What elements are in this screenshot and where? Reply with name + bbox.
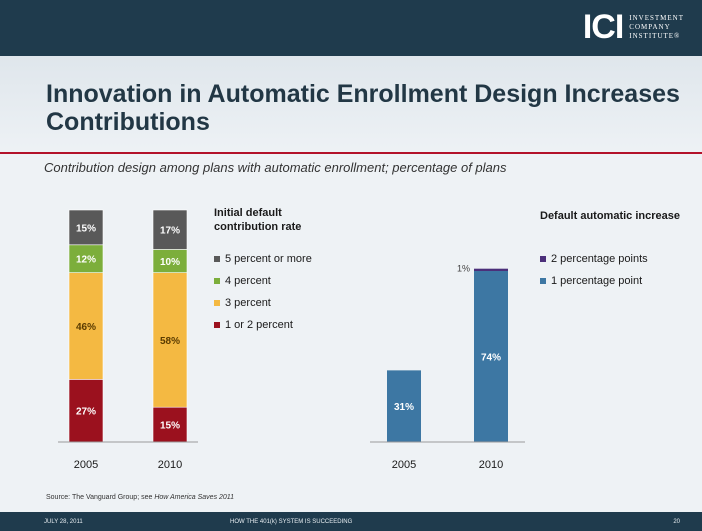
data-label-1-or-2-percent-2010: 15%: [160, 421, 180, 432]
legend-contribution-rate: 5 percent or more 4 percent 3 percent 1 …: [214, 248, 312, 336]
legend-item-2-points: 2 percentage points: [540, 248, 648, 270]
source-prefix: Source: The Vanguard Group; see: [46, 494, 155, 501]
bar-segment-1-percentage-point-2005: [387, 370, 421, 442]
data-label-3-percent-2005: 46%: [76, 322, 96, 333]
data-label-5-percent-or-more-2005: 15%: [76, 223, 96, 234]
legend-swatch-3-percent: [214, 300, 220, 306]
footer-date: JULY 28, 2011: [44, 519, 83, 525]
bar-segment-2-percentage-points-2010: [474, 268, 508, 271]
title-band: [0, 56, 702, 156]
page-number: 20: [673, 519, 680, 525]
data-label-2-percentage-points-2010: 1%: [457, 264, 470, 274]
legend-label-1-or-2-percent: 1 or 2 percent: [225, 319, 293, 331]
source-note: Source: The Vanguard Group; see How Amer…: [46, 494, 234, 501]
legend-label-3-percent: 3 percent: [225, 297, 271, 309]
slide-title: Innovation in Automatic Enrollment Desig…: [46, 80, 680, 136]
legend-title-contribution-rate: Initial default contribution rate: [214, 207, 302, 233]
x-tick-left-2010: 2010: [158, 459, 182, 471]
logo-line-3: INSTITUTE®: [629, 31, 681, 40]
legend-item-4-percent: 4 percent: [214, 270, 312, 292]
data-label-4-percent-2010: 10%: [160, 257, 180, 268]
chart-subtitle: Contribution design among plans with aut…: [44, 160, 507, 175]
legend-swatch-2-points: [540, 256, 546, 262]
legend-label-4-percent: 4 percent: [225, 275, 271, 287]
bar-segment-4-percent-2005: [68, 244, 104, 273]
legend-title-automatic-increase: Default automatic increase: [540, 210, 680, 222]
legend-item-1-point: 1 percentage point: [540, 270, 648, 292]
logo-line-2: COMPANY: [629, 22, 671, 31]
data-label-1-percentage-point-2005: 31%: [394, 402, 414, 413]
logo-mark: ICI: [582, 8, 624, 46]
legend-swatch-4-percent: [214, 278, 220, 284]
bar-segment-1-or-2-percent-2010: [152, 406, 188, 443]
data-label-5-percent-or-more-2010: 17%: [160, 226, 180, 237]
title-divider: [0, 152, 702, 154]
data-label-1-percentage-point-2010: 74%: [481, 353, 501, 364]
logo-text: INVESTMENT COMPANY INSTITUTE®: [629, 14, 684, 41]
legend-swatch-1-or-2-percent: [214, 322, 220, 328]
legend-label-2-points: 2 percentage points: [551, 253, 648, 265]
bar-segment-5-percent-or-more-2005: [68, 209, 104, 246]
legend-swatch-5-percent: [214, 256, 220, 262]
legend-item-1-or-2-percent: 1 or 2 percent: [214, 314, 312, 336]
legend-label-1-point: 1 percentage point: [551, 275, 643, 287]
footer-bar: JULY 28, 2011 HOW THE 401(k) SYSTEM IS S…: [0, 512, 702, 531]
source-title: How America Saves 2011: [154, 494, 235, 501]
data-label-4-percent-2005: 12%: [76, 255, 96, 266]
header-bar: ICI INVESTMENT COMPANY INSTITUTE®: [0, 0, 702, 56]
x-tick-left-2005: 2005: [74, 459, 98, 471]
ici-logo: ICI INVESTMENT COMPANY INSTITUTE®: [583, 10, 684, 44]
footer-title: HOW THE 401(k) SYSTEM IS SUCCEEDING: [230, 519, 353, 525]
data-label-3-percent-2010: 58%: [160, 336, 180, 347]
legend-item-5-percent: 5 percent or more: [214, 248, 312, 270]
x-tick-right-2010: 2010: [479, 459, 503, 471]
bar-segment-3-percent-2005: [68, 272, 104, 380]
legend-swatch-1-point: [540, 278, 546, 284]
bar-segment-5-percent-or-more-2010: [152, 209, 188, 250]
legend-label-5-percent: 5 percent or more: [225, 253, 312, 265]
x-tick-right-2005: 2005: [392, 459, 416, 471]
legend-item-3-percent: 3 percent: [214, 292, 312, 314]
bar-segment-1-percentage-point-2010: [474, 271, 508, 442]
legend-automatic-increase: 2 percentage points 1 percentage point: [540, 248, 648, 292]
data-label-1-or-2-percent-2005: 27%: [76, 407, 96, 418]
logo-line-1: INVESTMENT: [629, 13, 684, 22]
